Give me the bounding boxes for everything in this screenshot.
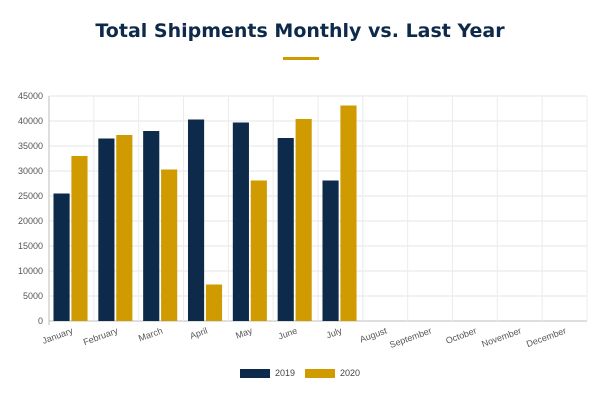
y-tick-label: 0 bbox=[38, 316, 43, 326]
y-tick-label: 30000 bbox=[18, 166, 43, 176]
legend-swatch-2020 bbox=[305, 368, 335, 378]
bar-2020-june bbox=[295, 119, 312, 321]
x-tick-label: November bbox=[480, 325, 522, 349]
bar-2019-may bbox=[232, 122, 249, 321]
bar-2020-march bbox=[161, 169, 178, 321]
y-tick-label: 20000 bbox=[18, 216, 43, 226]
x-tick-label: February bbox=[82, 325, 120, 347]
legend-swatch-2019 bbox=[239, 368, 270, 378]
x-tick-label: July bbox=[325, 325, 344, 340]
legend-label-2020: 2020 bbox=[340, 368, 361, 378]
x-tick-label: April bbox=[188, 325, 208, 341]
bar-2020-july bbox=[340, 105, 357, 321]
x-tick-label: May bbox=[234, 325, 254, 340]
bar-2020-april bbox=[205, 284, 223, 321]
x-tick-label: January bbox=[41, 325, 75, 346]
x-tick-label: September bbox=[388, 325, 433, 349]
legend: 2019 2020 bbox=[0, 368, 600, 378]
legend-label-2019: 2019 bbox=[274, 368, 295, 378]
title-underline bbox=[283, 57, 319, 60]
legend-item-2020[interactable]: 2020 bbox=[305, 368, 360, 378]
bar-2020-may bbox=[250, 180, 267, 321]
chart-title: Total Shipments Monthly vs. Last Year bbox=[95, 20, 505, 42]
legend-item-2019[interactable]: 2019 bbox=[239, 368, 295, 378]
y-tick-label: 45000 bbox=[18, 91, 43, 101]
bar-2019-july bbox=[322, 180, 339, 321]
bar-2020-january bbox=[71, 156, 88, 321]
x-tick-label: June bbox=[277, 325, 299, 341]
bar-2020-february bbox=[116, 135, 133, 321]
y-tick-label: 25000 bbox=[18, 191, 43, 201]
x-tick-label: March bbox=[137, 325, 164, 343]
bar-2019-june bbox=[277, 138, 294, 321]
y-tick-label: 5000 bbox=[23, 291, 43, 301]
y-tick-label: 15000 bbox=[18, 241, 43, 251]
x-tick-label: December bbox=[525, 325, 567, 349]
x-tick-label: October bbox=[444, 325, 478, 345]
y-tick-label: 35000 bbox=[18, 141, 43, 151]
y-tick-label: 10000 bbox=[18, 266, 43, 276]
bar-2019-february bbox=[98, 138, 115, 321]
bar-2019-march bbox=[143, 131, 160, 321]
x-tick-label: August bbox=[358, 325, 388, 344]
bar-2019-april bbox=[187, 119, 205, 321]
bar-2019-january bbox=[53, 193, 70, 321]
y-tick-label: 40000 bbox=[18, 116, 43, 126]
